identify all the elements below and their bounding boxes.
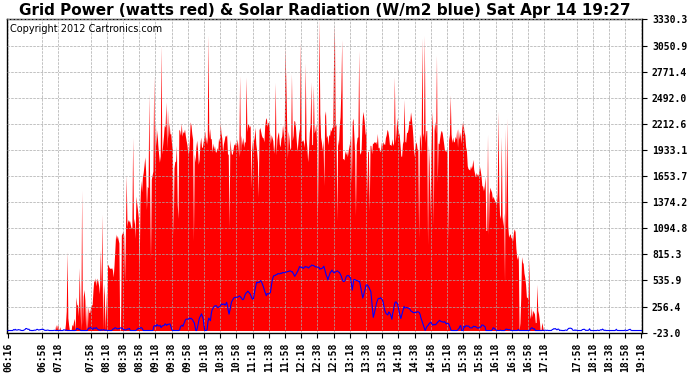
Text: Copyright 2012 Cartronics.com: Copyright 2012 Cartronics.com xyxy=(10,24,162,34)
Title: Grid Power (watts red) & Solar Radiation (W/m2 blue) Sat Apr 14 19:27: Grid Power (watts red) & Solar Radiation… xyxy=(19,3,631,18)
